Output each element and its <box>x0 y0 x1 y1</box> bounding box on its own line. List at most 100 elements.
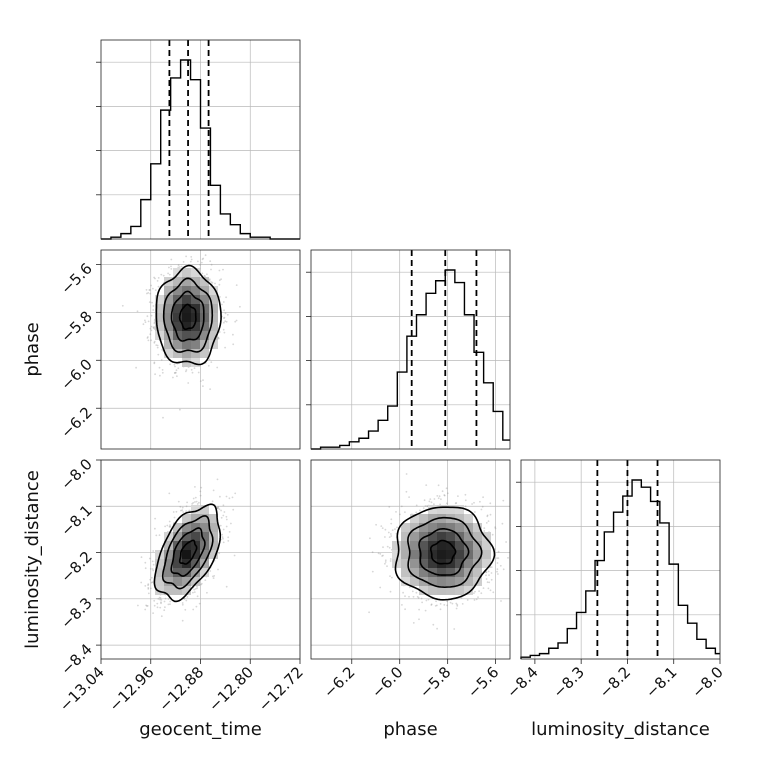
density-cell <box>164 322 173 331</box>
scatter-point <box>161 371 164 374</box>
scatter-point <box>155 534 158 537</box>
scatter-point <box>149 289 151 291</box>
scatter-point <box>177 266 180 269</box>
density-cell <box>419 577 428 586</box>
density-cell <box>182 349 191 358</box>
scatter-point <box>181 619 184 622</box>
density-cell <box>428 559 437 568</box>
density-cell <box>182 550 191 559</box>
scatter-point <box>172 511 175 513</box>
scatter-point <box>501 522 504 525</box>
scatter-point <box>152 569 155 572</box>
scatter-point <box>496 557 498 559</box>
scatter-point <box>384 562 386 565</box>
scatter-point <box>225 515 228 518</box>
scatter-point <box>195 605 198 608</box>
scatter-point <box>490 566 493 568</box>
density-cell <box>155 304 164 313</box>
density-cell <box>200 331 209 340</box>
scatter-point <box>177 367 180 370</box>
scatter-point <box>150 325 153 328</box>
scatter-point <box>204 254 207 257</box>
scatter-point <box>222 328 225 331</box>
scatter-point <box>219 524 222 527</box>
scatter-point <box>190 258 193 261</box>
scatter-point <box>222 528 225 531</box>
scatter-point <box>231 496 234 499</box>
scatter-point <box>394 528 396 530</box>
density-cell <box>191 331 200 340</box>
scatter-point <box>222 537 224 540</box>
hist-outline-geocent_time <box>101 59 300 240</box>
hist-outline-phase <box>311 269 510 450</box>
scatter-point <box>152 563 155 566</box>
scatter-point <box>152 305 155 307</box>
density-cell <box>191 340 200 349</box>
scatter-point <box>151 560 154 563</box>
density-cell <box>182 577 191 586</box>
density-cell <box>464 568 473 577</box>
scatter-point <box>455 502 458 504</box>
density-cell <box>200 505 209 514</box>
scatter-point <box>432 623 435 626</box>
scatter-point <box>174 365 176 368</box>
density-cell <box>209 322 218 331</box>
scatter-point <box>149 568 152 570</box>
scatter-point <box>434 605 437 607</box>
scatter-point <box>192 497 195 500</box>
density-cell <box>182 304 191 313</box>
scatter-point <box>154 289 157 291</box>
scatter-point <box>156 344 159 347</box>
scatter-point <box>225 585 228 588</box>
scatter-point <box>185 255 188 258</box>
scatter-point <box>175 371 177 374</box>
scatter-point <box>475 598 478 601</box>
scatter-point <box>164 606 166 609</box>
scatter-point <box>494 527 497 530</box>
scatter-point <box>208 278 211 281</box>
scatter-point <box>473 599 476 601</box>
scatter-point <box>218 552 221 555</box>
density-cell <box>182 322 191 331</box>
xtick-label-geocent_time-3: −12.80 <box>205 663 257 715</box>
density-cell <box>164 550 173 559</box>
scatter-point <box>216 366 219 369</box>
scatter-point <box>210 268 212 271</box>
scatter-point <box>147 336 149 338</box>
scatter-point <box>148 289 151 291</box>
scatter-point <box>473 501 475 504</box>
density-cell <box>428 505 437 514</box>
density-cell <box>401 559 410 568</box>
density-cell <box>410 559 419 568</box>
scatter-point <box>382 546 384 549</box>
scatter-point <box>384 559 387 562</box>
scatter-point <box>222 268 224 271</box>
scatter-point <box>389 575 391 577</box>
hist-panel-phase <box>306 249 511 450</box>
density-content <box>137 478 237 622</box>
density-cell <box>200 295 209 304</box>
scatter-point <box>485 574 487 577</box>
scatter-point <box>194 501 196 503</box>
density-cell <box>191 577 200 586</box>
scatter-point <box>382 554 384 557</box>
scatter-point <box>153 362 156 365</box>
density-cell <box>182 295 191 304</box>
scatter-point <box>474 511 476 513</box>
scatter-point <box>379 586 382 589</box>
scatter-point <box>386 565 388 568</box>
density-cell <box>191 358 200 367</box>
scatter-point <box>445 487 448 490</box>
density-cell <box>164 577 173 586</box>
scatter-point <box>478 590 480 592</box>
density-cell <box>446 586 455 595</box>
scatter-point <box>487 587 490 590</box>
scatter-point <box>199 263 202 266</box>
density-cell <box>464 523 473 532</box>
density-cell <box>209 514 218 523</box>
xtick-label-geocent_time-4: −12.72 <box>255 663 307 715</box>
scatter-point <box>147 583 150 585</box>
scatter-point <box>221 536 224 538</box>
scatter-point <box>169 603 171 606</box>
scatter-point <box>173 372 176 374</box>
